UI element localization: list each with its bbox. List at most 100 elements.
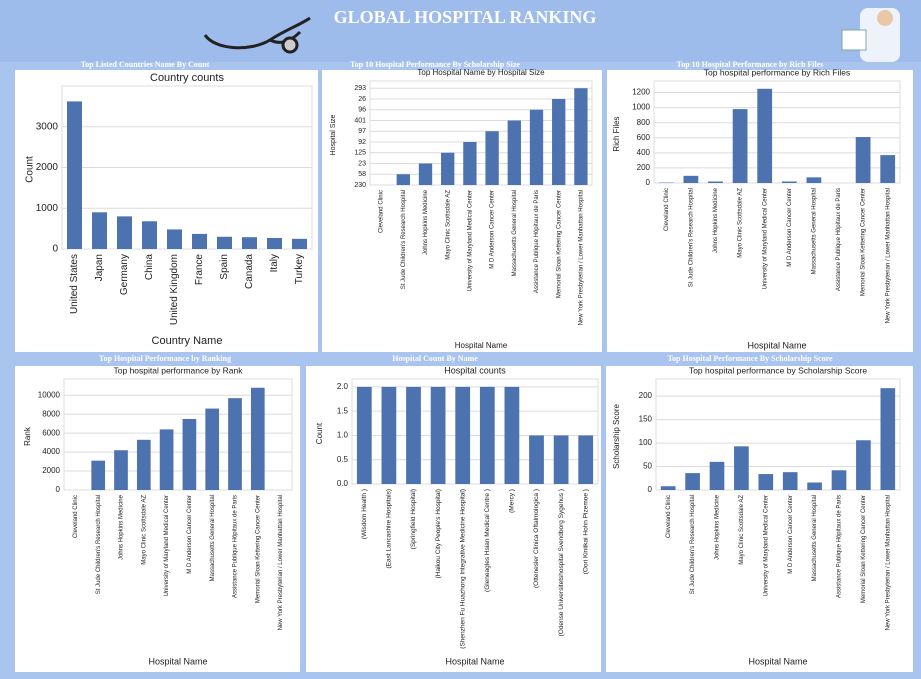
bar (552, 98, 566, 185)
chart-title: Top hospital performance by Rich Files (704, 67, 850, 77)
y-tick-label: 400 (637, 148, 651, 157)
x-tick-label: Cleveland Clinic (379, 190, 385, 233)
bar (758, 474, 774, 490)
x-tick-label: Japan (94, 254, 105, 281)
y-tick-label: 600 (637, 133, 651, 142)
y-tick-label: 0.0 (337, 479, 349, 488)
x-axis-label: Hospital Name (747, 340, 806, 350)
bar (136, 439, 151, 490)
panel-heading: Top Hospital Performance by Ranking (99, 354, 231, 363)
bar (856, 440, 871, 490)
panel-heading: Top Listed Countries Name By Count (81, 60, 210, 69)
x-tick-label: Memorial Sloan Kettering Cancer Center (556, 190, 562, 298)
y-tick-label: 800 (637, 118, 651, 127)
y-tick-label: 4000 (42, 447, 60, 456)
bar (732, 109, 748, 183)
x-tick-label: Memorial Sloan Kettering Cancer Center (861, 495, 867, 603)
bar (159, 429, 174, 490)
y-axis-label: Hospital Size (330, 114, 337, 155)
y-axis-label: Rich Files (612, 116, 621, 151)
x-tick-label: United States (69, 254, 80, 314)
x-tick-label: M D Anderson Cancer Center (187, 495, 193, 574)
header-band (0, 0, 921, 62)
x-tick-label: (Oori Kiniikai Hohn Pizemoe ) (582, 489, 589, 574)
bar (578, 435, 594, 484)
chart-title: Top Hospital Name by Hospital Size (417, 68, 545, 77)
y-tick-label: 0 (52, 244, 58, 255)
y-tick-label: 96 (358, 107, 366, 114)
stethoscope-icon (203, 16, 311, 54)
chart-title: Top hospital performance by Scholarship … (689, 365, 867, 375)
y-tick-label: 1000 (36, 203, 59, 214)
y-tick-label: 0 (56, 485, 61, 494)
bar (479, 386, 495, 484)
y-tick-label: 150 (639, 415, 653, 424)
x-tick-label: Mayo Clinic Scottsdale AZ (445, 190, 451, 260)
y-tick-label: 293 (354, 85, 366, 92)
bar (267, 237, 282, 249)
x-tick-label: University of Maryland Medical Center (467, 190, 473, 291)
x-tick-label: (Odense Universitetshospital Svendborg S… (558, 489, 565, 636)
bar (529, 435, 544, 484)
y-tick-label: 10000 (38, 390, 61, 399)
x-tick-label: (Springfield Hospital) (410, 489, 417, 549)
x-tick-label: New York Presbyterian / Lower Manhattan … (885, 188, 891, 323)
bar (529, 109, 544, 185)
x-tick-label: Germany (119, 254, 130, 295)
bar (430, 386, 446, 484)
y-tick-label: 2.0 (337, 382, 349, 391)
y-tick-label: 230 (354, 182, 366, 189)
bar (114, 450, 128, 490)
x-tick-label: Assistance Publique Hôpitaux de Paris (233, 495, 239, 598)
x-tick-label: (Shenzhen Fu Huazhong Integrative Medici… (459, 489, 466, 649)
bar (685, 473, 700, 490)
y-axis-label: Scholarship Score (612, 403, 621, 468)
y-tick-label: 2000 (42, 466, 60, 475)
x-tick-label: Turkey (294, 254, 305, 284)
y-tick-label: 50 (643, 462, 652, 471)
x-tick-label: Mayo Clinic Scottsdale AZ (141, 495, 147, 565)
x-tick-label: University of Maryland Medical Center (164, 495, 170, 596)
x-axis-label: Hospital Name (455, 341, 508, 350)
x-tick-label: Massachusetts General Hospital (812, 495, 818, 581)
bar (92, 212, 107, 249)
x-axis-label: Hospital Name (748, 656, 807, 666)
x-tick-label: Assistance Publique Hôpitaux de Paris (534, 190, 540, 293)
y-tick-label: 26 (358, 96, 366, 103)
bar (708, 181, 723, 183)
x-tick-label: Mayo Clinic Scottsdale AZ (738, 188, 744, 258)
y-axis-label: Count (315, 422, 324, 444)
dashboard-title: GLOBAL HOSPITAL RANKING (334, 7, 597, 27)
x-tick-label: Assistance Publique Hôpitaux de Paris (837, 495, 843, 598)
bar (381, 386, 397, 484)
x-tick-label: New York Presbyterian / Lower Manhattan … (578, 190, 584, 325)
bar (782, 472, 798, 490)
bar (142, 221, 157, 249)
x-tick-label: Massachusetts General Hospital (811, 188, 817, 274)
chart-title: Hospital counts (444, 365, 506, 375)
panel-heading: Hospital Count By Name (392, 354, 478, 363)
y-tick-label: 8000 (42, 409, 60, 418)
bar (396, 174, 410, 185)
panel-heading: Top 10 Hospital Performance by Rich File… (677, 60, 824, 69)
x-tick-label: St Jude Children's Research Hospital (690, 495, 696, 594)
x-tick-label: United Kingdom (169, 254, 180, 325)
x-tick-label: Cleveland Clinic (73, 495, 79, 538)
bar (855, 137, 871, 183)
bar (67, 101, 82, 250)
x-tick-label: (Gleneagles Hsian Medical Centre ) (484, 489, 491, 592)
x-tick-label: M D Anderson Cancer Center (787, 188, 793, 267)
x-axis-label: Hospital Name (148, 656, 207, 666)
x-tick-label: Italy (269, 254, 280, 272)
y-tick-label: 401 (354, 117, 366, 124)
y-tick-label: 200 (639, 391, 653, 400)
x-tick-label: M D Anderson Cancer Center (788, 495, 794, 574)
bar (242, 237, 257, 249)
x-tick-label: Johns Hopkins Medicine (119, 494, 125, 560)
y-tick-label: 92 (358, 139, 366, 146)
panel-heading: Top 10 Hospital Performance By Scholarsh… (350, 60, 520, 69)
x-tick-label: (Wisdom Health ) (361, 489, 368, 539)
bar (709, 461, 725, 490)
bar (455, 386, 471, 484)
